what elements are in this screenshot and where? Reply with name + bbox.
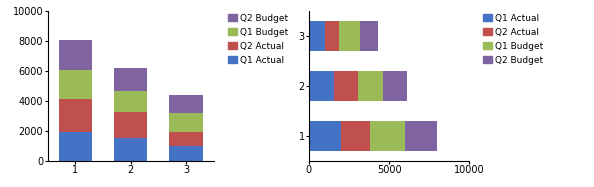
Bar — [309, 71, 334, 101]
Bar — [59, 40, 92, 70]
Bar — [59, 132, 92, 161]
Bar — [309, 21, 325, 51]
Bar — [169, 95, 203, 113]
Bar — [114, 91, 147, 112]
Bar — [114, 68, 147, 91]
Bar — [114, 138, 147, 161]
Bar — [169, 146, 203, 161]
Bar — [358, 71, 383, 101]
Bar — [339, 21, 360, 51]
Bar — [341, 121, 370, 151]
Bar — [370, 121, 405, 151]
Bar — [169, 113, 203, 132]
Bar — [59, 70, 92, 99]
Legend: Q1 Actual, Q2 Actual, Q1 Budget, Q2 Budget: Q1 Actual, Q2 Actual, Q1 Budget, Q2 Budg… — [482, 13, 545, 65]
Bar — [59, 99, 92, 132]
Legend: Q2 Budget, Q1 Budget, Q2 Actual, Q1 Actual: Q2 Budget, Q1 Budget, Q2 Actual, Q1 Actu… — [227, 13, 289, 65]
Bar — [169, 132, 203, 146]
Bar — [383, 71, 407, 101]
Bar — [325, 21, 339, 51]
Bar — [309, 121, 341, 151]
Bar — [405, 121, 437, 151]
Bar — [334, 71, 358, 101]
Bar — [114, 112, 147, 138]
Bar — [360, 21, 378, 51]
